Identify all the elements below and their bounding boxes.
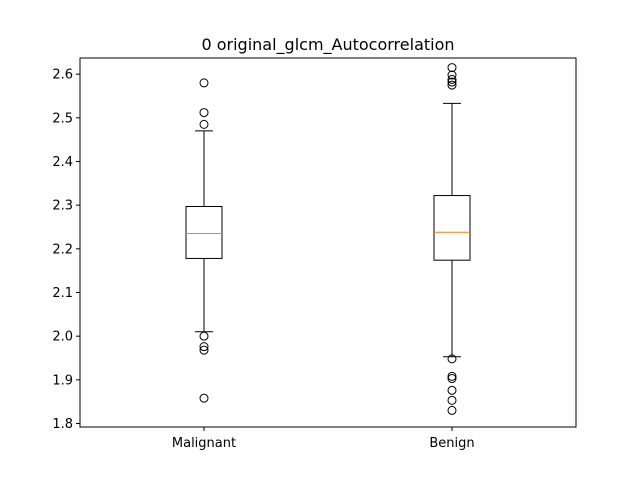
outlier-point — [447, 70, 457, 80]
x-tick-label: Malignant — [172, 436, 236, 451]
outlier-point — [199, 345, 209, 355]
y-tick-label: 1.9 — [52, 373, 73, 388]
y-tick-label: 2.5 — [52, 111, 73, 126]
outlier-point — [447, 63, 457, 73]
outlier-point — [447, 80, 457, 90]
outlier-point — [199, 393, 209, 403]
plot-area: 1.8 1.9 2.0 2.1 2.2 2.3 2.4 2.5 2.6 Malignant Beni… — [52, 63, 475, 451]
outlier-point — [199, 119, 209, 129]
outlier-point — [199, 342, 209, 352]
outlier-point — [199, 331, 209, 341]
axes-frame — [79, 57, 577, 428]
y-tick-label: 2.6 — [52, 68, 73, 83]
chart-title: 0 original_glcm_Autocorrelation — [201, 35, 454, 55]
y-tick-label: 2.0 — [52, 330, 73, 345]
outlier-point — [199, 78, 209, 88]
outlier-point — [447, 74, 457, 84]
outlier-point — [447, 77, 457, 87]
outlier-point — [447, 354, 457, 364]
y-tick-label: 2.1 — [52, 286, 73, 301]
outlier-point — [199, 108, 209, 118]
x-tick-label: Benign — [429, 436, 474, 451]
y-tick-label: 1.8 — [52, 417, 73, 432]
y-tick-label: 2.2 — [52, 242, 73, 257]
y-tick-label: 2.3 — [52, 199, 73, 214]
y-tick-label: 2.4 — [52, 155, 73, 170]
outlier-point — [447, 385, 457, 395]
box-iqr — [433, 195, 471, 261]
outlier-point — [447, 371, 457, 381]
outlier-point — [447, 395, 457, 405]
outlier-point — [447, 374, 457, 384]
box-iqr — [185, 205, 223, 259]
outlier-point — [447, 405, 457, 415]
